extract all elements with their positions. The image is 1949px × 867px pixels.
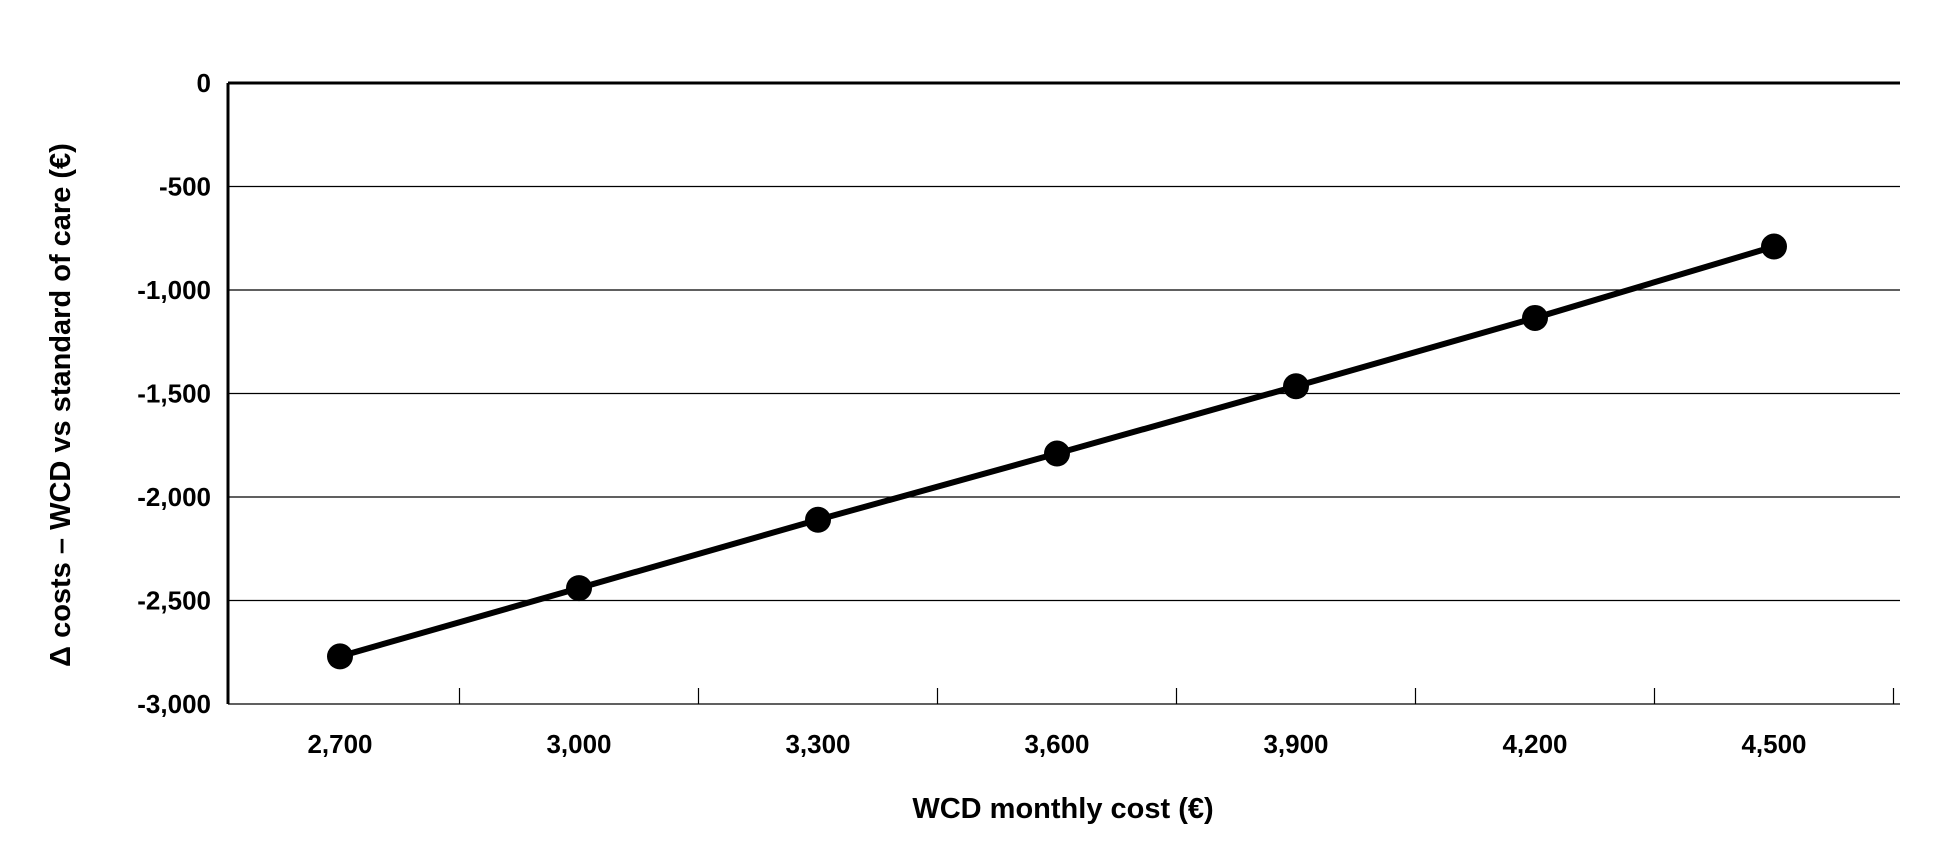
data-point [1761,233,1787,260]
x-tick-label: 4,500 [1741,729,1806,759]
data-point [805,506,831,533]
data-point [1522,304,1548,331]
x-tick-label: 3,300 [785,729,850,759]
y-tick-label: -3,000 [137,689,211,719]
y-tick-label: -2,000 [137,482,211,512]
x-tick-label: 2,700 [307,729,372,759]
x-tick-label: 3,900 [1263,729,1328,759]
y-tick-label: -1,500 [137,379,211,409]
data-point [1283,373,1309,400]
y-axis-ticks: 0 -500 -1,000 -1,500 -2,000 -2,500 -3,000 [137,68,211,719]
x-axis-title: WCD monthly cost (€) [912,793,1213,825]
y-tick-label: -2,500 [137,586,211,616]
y-tick-label: -1,000 [137,275,211,305]
y-tick-label: -500 [159,172,211,202]
axes [226,81,1900,705]
y-axis-title: Δ costs – WCD vs standard of care (€) [45,143,77,667]
x-tick-label: 3,000 [546,729,611,759]
data-point [327,643,353,670]
x-tick-label: 3,600 [1024,729,1089,759]
data-point [566,575,592,602]
gridlines [228,185,1900,602]
x-axis-ticks: 2,700 3,000 3,300 3,600 3,900 4,200 4,500 [307,688,1895,759]
x-tick-label: 4,200 [1502,729,1567,759]
data-point [1044,440,1070,467]
y-tick-label: 0 [197,68,211,98]
series [327,233,1787,670]
